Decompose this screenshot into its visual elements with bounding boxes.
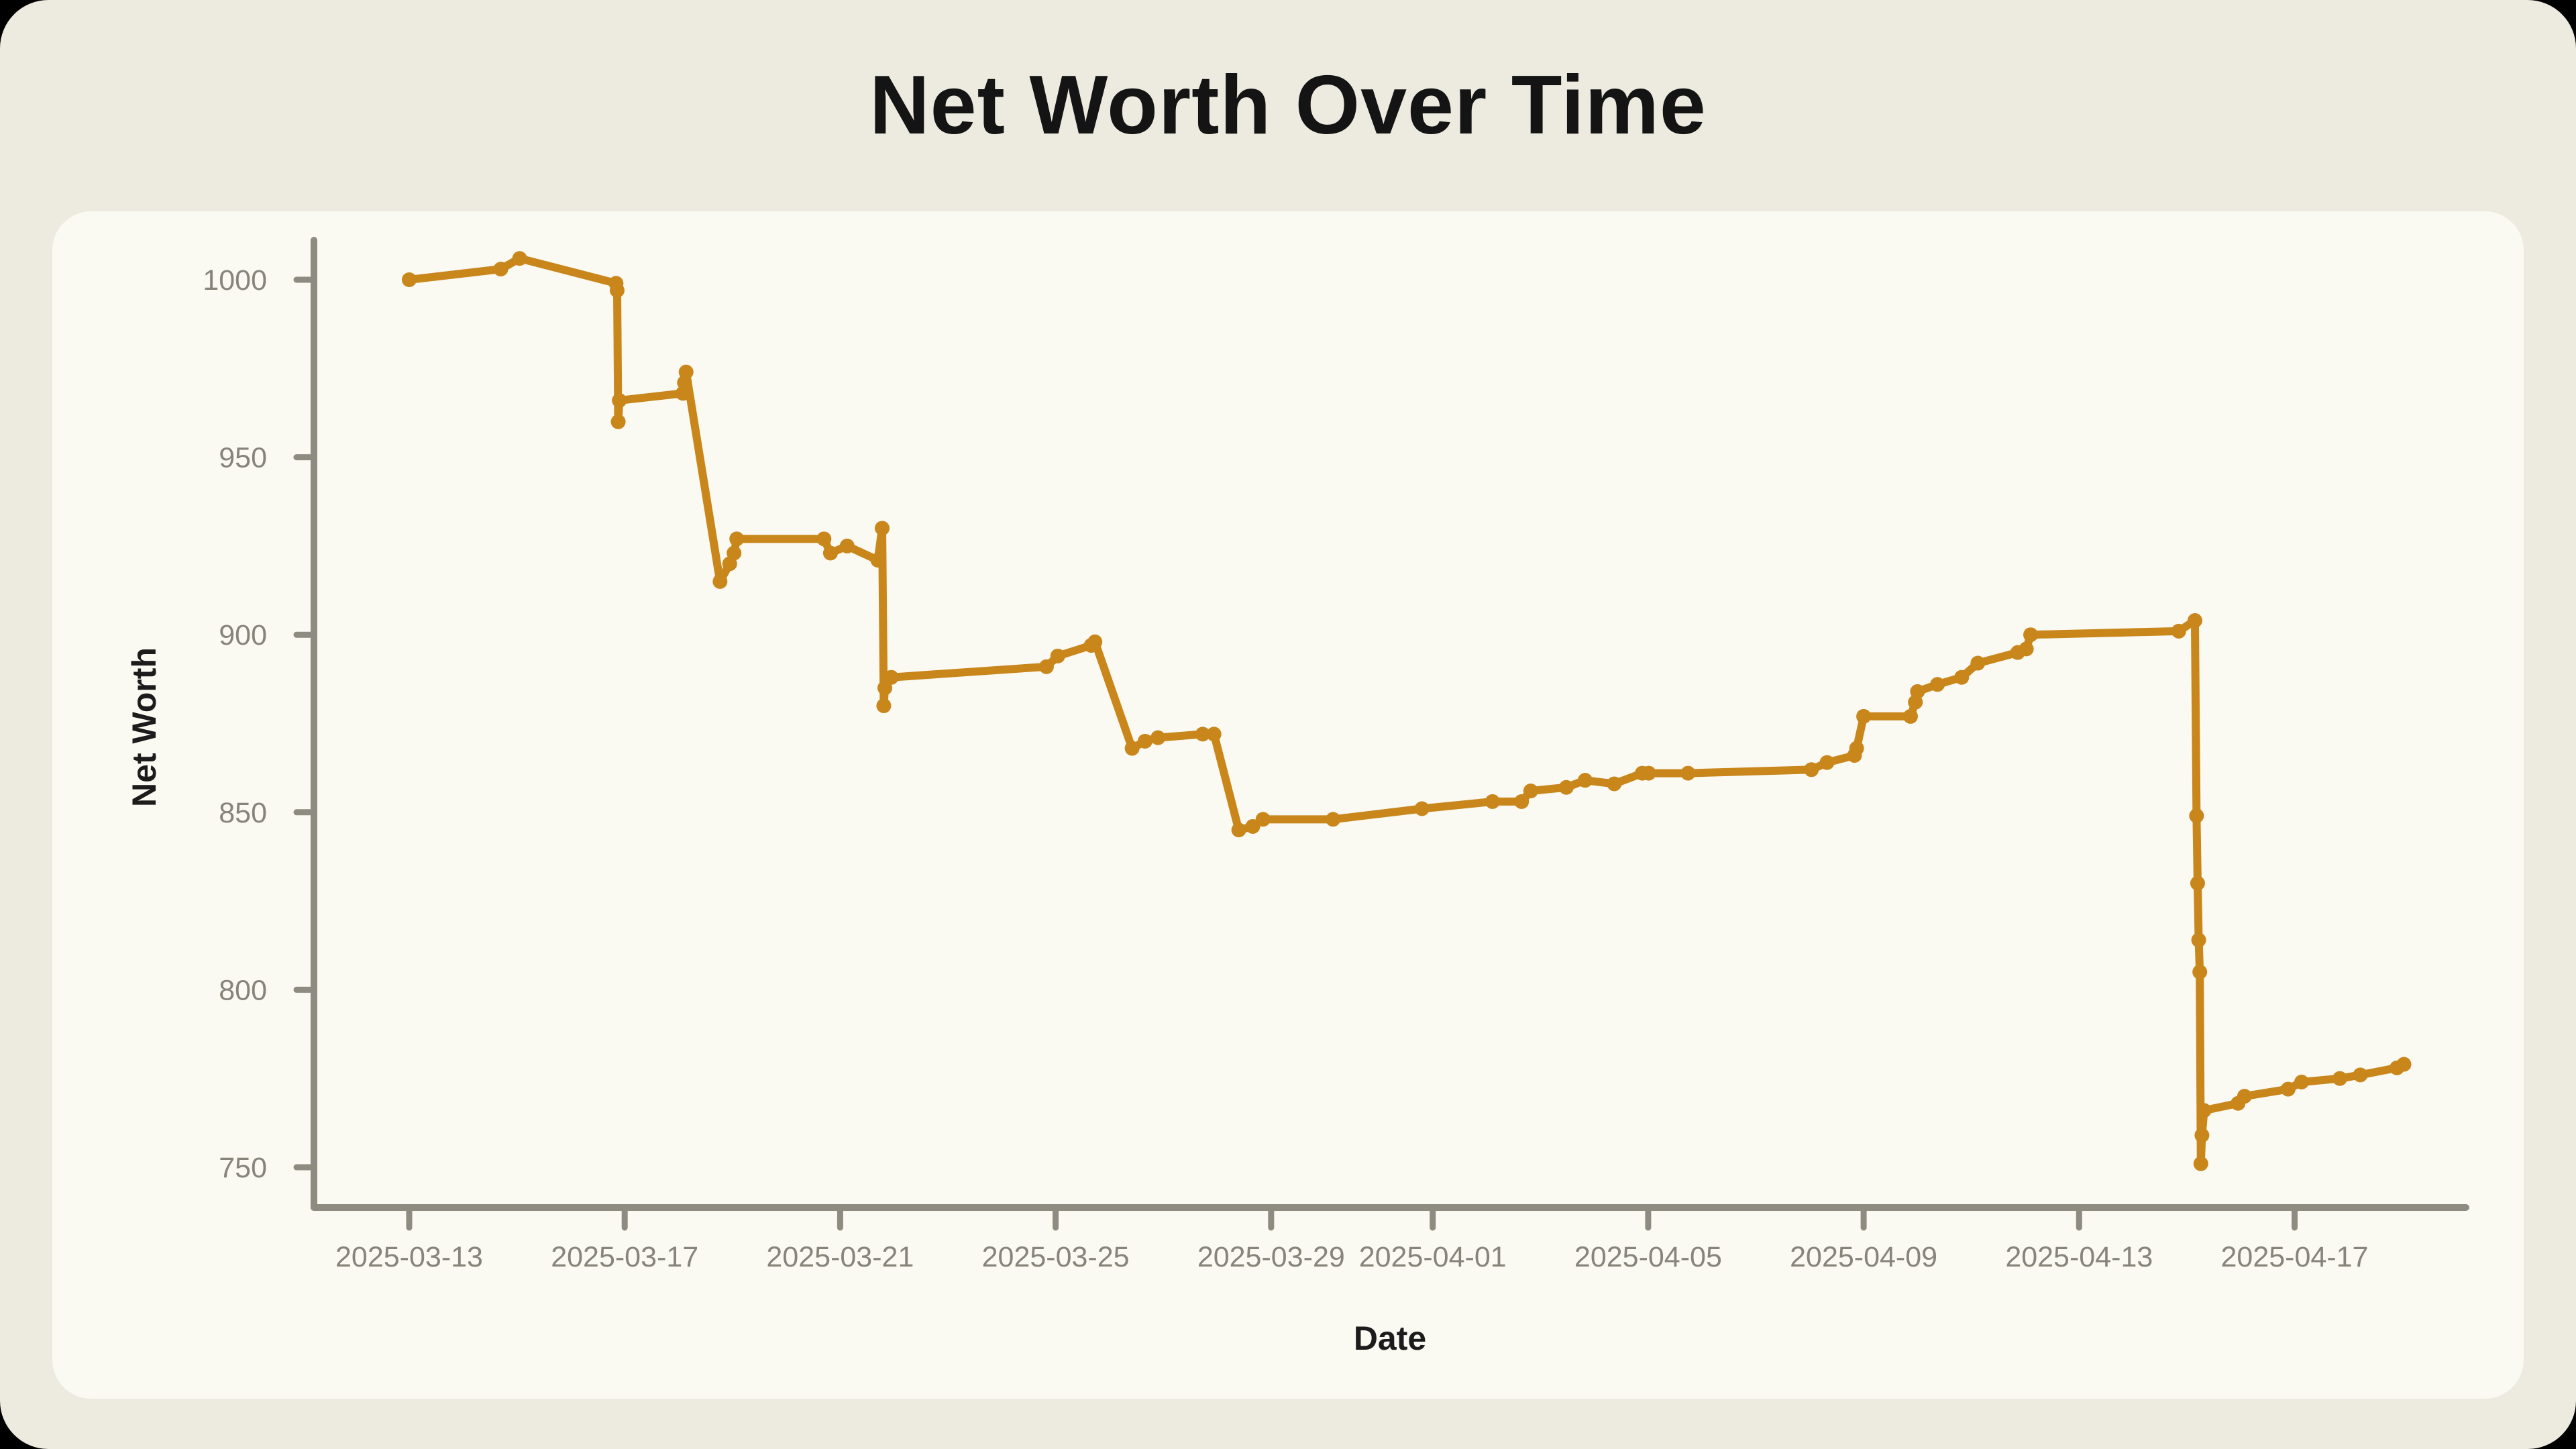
- data-point: [2171, 623, 2186, 639]
- data-point: [678, 364, 694, 380]
- data-point: [2196, 1103, 2212, 1118]
- data-point: [2023, 627, 2039, 643]
- x-tick-label: 2025-04-01: [1359, 1241, 1507, 1273]
- data-point: [2353, 1067, 2368, 1083]
- data-point: [2294, 1074, 2309, 1089]
- data-point: [2332, 1071, 2347, 1086]
- data-point: [2194, 1128, 2210, 1143]
- data-point: [2193, 1156, 2208, 1171]
- x-tick-label: 2025-04-13: [2005, 1241, 2153, 1273]
- data-point: [870, 553, 885, 568]
- data-point: [1137, 733, 1152, 749]
- y-tick-label: 1000: [203, 264, 267, 297]
- data-point: [712, 574, 728, 589]
- y-tick-label: 900: [219, 619, 267, 651]
- x-tick-label: 2025-04-09: [1790, 1241, 1937, 1273]
- data-point: [1087, 634, 1103, 649]
- y-tick-label: 950: [219, 442, 267, 474]
- x-tick-label: 2025-03-29: [1197, 1241, 1345, 1273]
- data-point: [1577, 773, 1593, 788]
- data-point: [402, 272, 417, 287]
- plot-card: [52, 211, 2524, 1399]
- data-point: [1902, 708, 1918, 724]
- data-point: [1485, 794, 1500, 809]
- data-point: [1856, 708, 1872, 724]
- y-axis-title: Net Worth: [125, 647, 163, 807]
- data-point: [1414, 801, 1430, 816]
- data-point: [610, 414, 626, 429]
- data-point: [1195, 727, 1210, 742]
- data-point: [2189, 808, 2204, 824]
- data-point: [822, 545, 838, 561]
- x-tick-label: 2025-03-21: [766, 1241, 914, 1273]
- data-point: [727, 545, 742, 561]
- data-point: [1206, 727, 1222, 742]
- y-tick-label: 850: [219, 797, 267, 829]
- data-point: [2191, 932, 2206, 948]
- data-point: [1150, 730, 1166, 745]
- y-tick-label: 750: [219, 1152, 267, 1184]
- data-point: [2280, 1081, 2296, 1097]
- x-tick-label: 2025-03-17: [551, 1241, 698, 1273]
- data-point: [875, 521, 890, 536]
- y-tick-label: 800: [219, 974, 267, 1006]
- data-point: [2187, 613, 2202, 629]
- data-point: [2192, 964, 2208, 979]
- data-point: [1523, 784, 1538, 799]
- x-axis-title: Date: [1353, 1320, 1427, 1357]
- data-point: [1245, 818, 1260, 834]
- data-point: [1514, 794, 1529, 809]
- data-point: [2237, 1089, 2252, 1104]
- data-point: [877, 680, 893, 696]
- data-point: [1970, 655, 1986, 671]
- data-point: [2396, 1057, 2412, 1072]
- chart-title: Net Worth Over Time: [869, 59, 1707, 152]
- data-point: [1326, 812, 1341, 827]
- data-point: [512, 251, 527, 266]
- data-point: [609, 282, 625, 298]
- data-point: [1819, 755, 1835, 770]
- data-point: [1050, 648, 1065, 663]
- x-tick-label: 2025-04-05: [1574, 1241, 1722, 1273]
- data-point: [839, 538, 855, 553]
- data-point: [883, 669, 899, 685]
- net-worth-line: [405, 254, 2408, 1168]
- data-point: [729, 531, 745, 547]
- data-point: [1255, 812, 1271, 827]
- data-point: [1910, 684, 1925, 699]
- data-point: [1930, 677, 1945, 692]
- data-point: [1124, 741, 1140, 756]
- data-point: [1804, 762, 1819, 777]
- x-tick-label: 2025-04-17: [2221, 1241, 2369, 1273]
- data-point: [612, 392, 627, 408]
- data-point: [493, 262, 508, 277]
- data-point: [2190, 875, 2205, 891]
- data-point: [1954, 669, 1970, 685]
- data-point: [876, 698, 892, 714]
- data-point: [2019, 641, 2034, 657]
- data-point: [1607, 776, 1622, 792]
- data-point: [1038, 659, 1054, 674]
- data-point: [1558, 780, 1574, 795]
- x-tick-label: 2025-03-25: [982, 1241, 1130, 1273]
- data-point: [1231, 822, 1246, 838]
- data-point: [1641, 765, 1656, 781]
- x-tick-label: 2025-03-13: [335, 1241, 483, 1273]
- data-point: [1680, 765, 1696, 781]
- data-point: [1849, 741, 1864, 756]
- data-point: [816, 531, 832, 547]
